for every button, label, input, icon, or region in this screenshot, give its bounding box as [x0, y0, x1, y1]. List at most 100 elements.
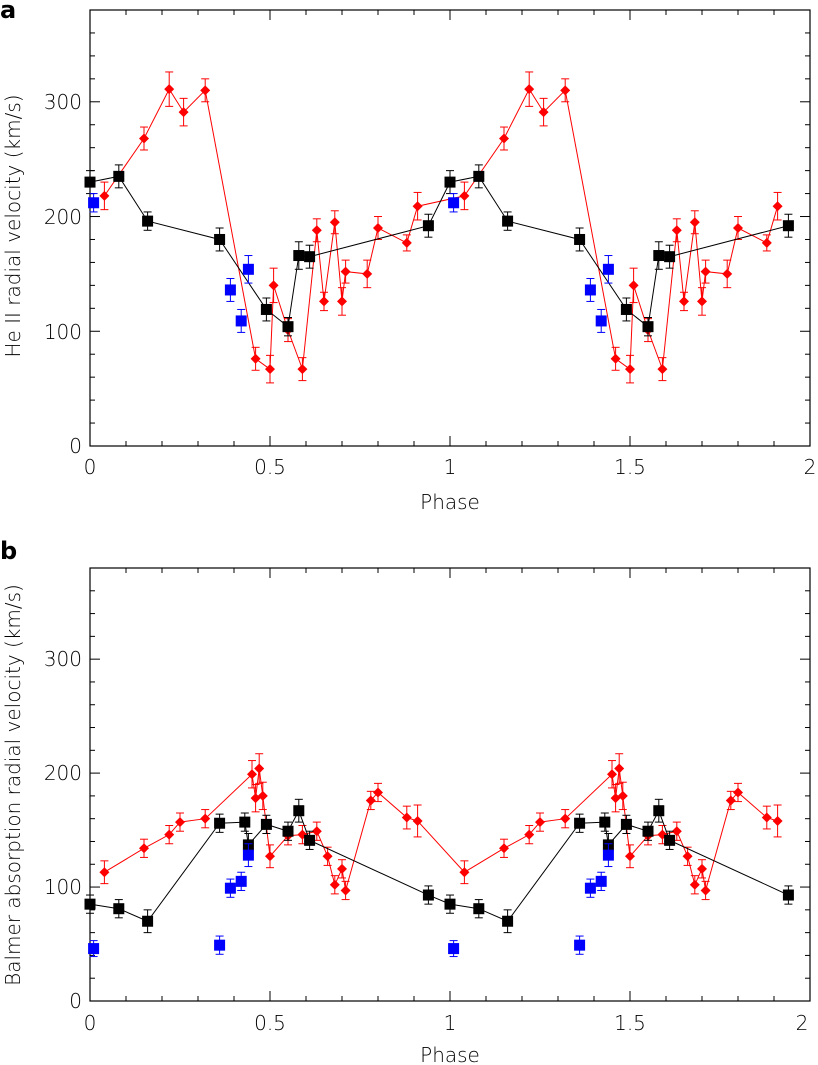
panel-a-black-point: [574, 233, 586, 245]
panel-a-red-point: [697, 296, 707, 307]
panel-b-red-point: [139, 843, 149, 854]
panel-a-xtick-label-4: 2: [804, 455, 817, 479]
panel-a-black-point: [473, 170, 485, 182]
panel-a-red-point: [250, 353, 261, 364]
panel-a-blue-point: [224, 284, 236, 296]
panel-a-black-series: [84, 164, 794, 337]
panel-a-red-point: [319, 296, 329, 307]
panel-b-ticks: [89, 567, 811, 1002]
panel-b-black-line: [89, 809, 789, 922]
panel-b-blue-point: [214, 939, 226, 951]
panel-a-black-point: [642, 321, 654, 333]
panel-a-red-point: [499, 133, 509, 144]
panel-b-red-point: [401, 812, 412, 823]
panel-b-red-point: [200, 813, 211, 824]
panel-a-xlabel: Phase: [420, 490, 480, 514]
panel-b-black-point: [574, 817, 586, 829]
panel-b-red-point: [373, 787, 383, 798]
panel-b-red-point: [164, 829, 175, 840]
panel-a-red-point: [733, 223, 743, 233]
panel-b-red-point: [772, 815, 783, 826]
panel-b-red-point: [625, 851, 635, 862]
panel-b-red-point: [700, 885, 711, 896]
panel-b-ytick-label-1: 100: [44, 875, 82, 899]
panel-b-red-point: [322, 851, 333, 862]
panel-a-black-point: [282, 321, 294, 333]
panel-b-black-series: [84, 798, 794, 934]
panel-a-xtick-label-3: 1.5: [614, 455, 646, 479]
panel-a-red-point: [311, 225, 322, 236]
panel-b-black-point: [84, 898, 96, 910]
panel-a-red-series: [99, 71, 783, 384]
panel-b-ytick-label-2: 200: [44, 761, 82, 785]
panel-b-red-point: [725, 795, 736, 806]
panel-b-red-point: [412, 815, 423, 826]
panel-b-xtick-label-0: 0: [84, 1011, 97, 1035]
panel-a-ytick-label-1: 100: [44, 320, 82, 344]
panel-b-red-point: [265, 851, 275, 862]
panel-b-red-point: [671, 826, 682, 837]
panel-b-black-point: [473, 903, 485, 915]
panel-a-black-point: [422, 220, 434, 232]
panel-b-red-point: [257, 790, 268, 801]
panel-b-black-point: [599, 816, 611, 828]
panel-a-ytick-label-3: 300: [44, 90, 82, 114]
panel-a-red-point: [412, 201, 423, 212]
panel-b-red-point: [254, 763, 265, 774]
panel-a-red-point: [459, 190, 470, 201]
panel-a-red-point: [700, 266, 711, 277]
panel-a-ytick-label-0: 0: [69, 434, 82, 458]
panel-a-ytick-label-2: 200: [44, 205, 82, 229]
panel-b-black-point: [422, 889, 434, 901]
panel-a-red-point: [340, 266, 351, 277]
panel-a-black-point: [113, 170, 125, 182]
panel-b-red-series: [99, 753, 783, 901]
panel-a-blue-point: [88, 197, 100, 209]
panel-b: b 0 0.5 1 1.5 2 0 100 200 300 Phase Balm…: [0, 537, 811, 1065]
panel-b-blue-point: [574, 939, 586, 951]
panel-b-red-point: [761, 812, 772, 823]
panel-a-black-point: [304, 251, 316, 263]
panel-a-blue-point: [448, 197, 460, 209]
panel-a-red-point: [337, 296, 347, 307]
panel-b-blue-point: [88, 943, 100, 955]
panel-b-red-point: [247, 769, 257, 780]
panel-a-red-point: [297, 364, 308, 375]
panel-a-blue-point: [595, 315, 607, 327]
panel-a-red-point: [538, 107, 549, 118]
panel-a-black-point: [653, 250, 665, 262]
panel-b-ytick-label-0: 0: [69, 989, 82, 1013]
panel-b-blue-point: [235, 875, 247, 887]
panel-a-red-point: [657, 364, 668, 375]
panel-b-xtick-label-3: 1.5: [614, 1011, 646, 1035]
panel-a-red-point: [524, 84, 535, 95]
panel-a-red-point: [761, 237, 772, 248]
panel-b-red-point: [524, 829, 535, 840]
panel-b-label: b: [0, 537, 17, 565]
panel-b-red-point: [311, 826, 322, 837]
panel-a-xtick-label-2: 1: [444, 455, 457, 479]
panel-b-black-point: [113, 903, 125, 915]
panel-b-black-point: [260, 818, 272, 830]
panel-a-blue-series: [88, 193, 614, 333]
panel-a-red-point: [200, 85, 211, 96]
panel-b-red-point: [499, 843, 509, 854]
panel-a-black-line: [89, 175, 789, 328]
panel-b-black-point: [502, 915, 514, 927]
panel-b-blue-point: [602, 849, 614, 861]
panel-a-plot-frame: [89, 9, 811, 447]
panel-b-black-point: [782, 889, 794, 901]
panel-b-red-point: [697, 863, 707, 874]
panel-b-ytick-label-3: 300: [44, 647, 82, 671]
panel-a-ticks: [89, 9, 811, 447]
panel-b-black-point: [239, 816, 251, 828]
panel-a-red-point: [625, 364, 635, 375]
panel-b-black-point: [293, 805, 305, 817]
panel-b-black-point: [282, 825, 294, 837]
panel-b-red-point: [689, 879, 700, 890]
panel-a-red-point: [329, 217, 340, 228]
panel-b-plot-frame: [89, 567, 811, 1002]
panel-b-red-point: [614, 763, 625, 774]
panel-b-black-point: [304, 834, 316, 846]
panel-a-black-point: [620, 303, 632, 315]
